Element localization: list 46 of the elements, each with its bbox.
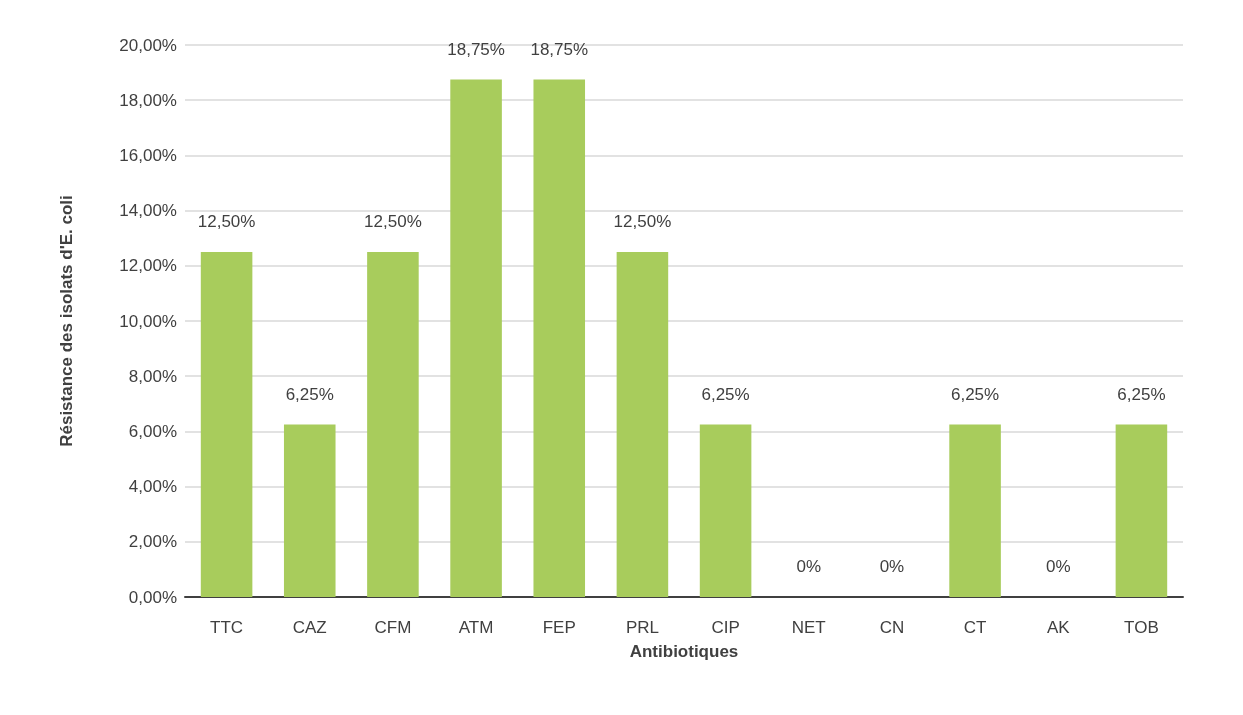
bar	[200, 252, 253, 597]
x-tick-label: PRL	[625, 618, 659, 637]
data-label: 12,50%	[613, 212, 672, 231]
bar	[533, 79, 586, 597]
bar	[283, 424, 336, 597]
y-axis-title: Résistance des isolats d'E. coli	[57, 195, 76, 447]
bar	[1115, 424, 1168, 597]
x-tick-label: TTC	[210, 618, 244, 637]
x-tick-label: CN	[879, 618, 905, 637]
data-label: 6,25%	[285, 384, 334, 404]
x-tick-label: AK	[1046, 618, 1071, 637]
x-tick-label: FEP	[542, 618, 576, 637]
bar	[616, 252, 669, 597]
y-tick-label: 2,00%	[128, 532, 177, 552]
y-tick-label: 8,00%	[128, 366, 177, 386]
y-tick-label: 6,00%	[128, 421, 177, 441]
data-label: 18,75%	[447, 39, 505, 59]
x-tick-label: CFM	[374, 618, 412, 637]
data-label: 12,50%	[364, 212, 422, 231]
bar	[699, 424, 752, 597]
x-tick-label: CT	[963, 618, 987, 637]
y-tick-label: 18,00%	[119, 90, 177, 110]
bar	[450, 79, 502, 597]
x-tick-label: NET	[791, 618, 826, 637]
data-label: 0%	[796, 557, 822, 576]
data-label: 6,25%	[1117, 384, 1166, 404]
data-label: 12,50%	[197, 212, 256, 231]
bar	[949, 424, 1001, 597]
y-tick-label: 0,00%	[128, 587, 177, 607]
y-tick-label: 14,00%	[119, 201, 177, 221]
x-tick-label: TOB	[1124, 618, 1159, 637]
y-tick-label: 16,00%	[119, 145, 177, 165]
y-tick-label: 4,00%	[128, 477, 177, 497]
x-axis-title: Antibiotiques	[629, 642, 739, 661]
y-tick-label: 20,00%	[119, 35, 177, 55]
data-label: 0%	[1045, 557, 1071, 576]
x-tick-label: ATM	[458, 618, 494, 637]
data-label: 6,25%	[950, 384, 1000, 404]
data-label: 6,25%	[701, 384, 750, 404]
x-tick-label: CAZ	[292, 618, 327, 637]
data-label: 0%	[879, 557, 905, 576]
data-label: 18,75%	[530, 39, 589, 59]
x-tick-label: CIP	[711, 618, 740, 637]
y-tick-label: 10,00%	[119, 311, 177, 331]
bar	[367, 252, 419, 597]
y-tick-label: 12,00%	[119, 256, 177, 276]
